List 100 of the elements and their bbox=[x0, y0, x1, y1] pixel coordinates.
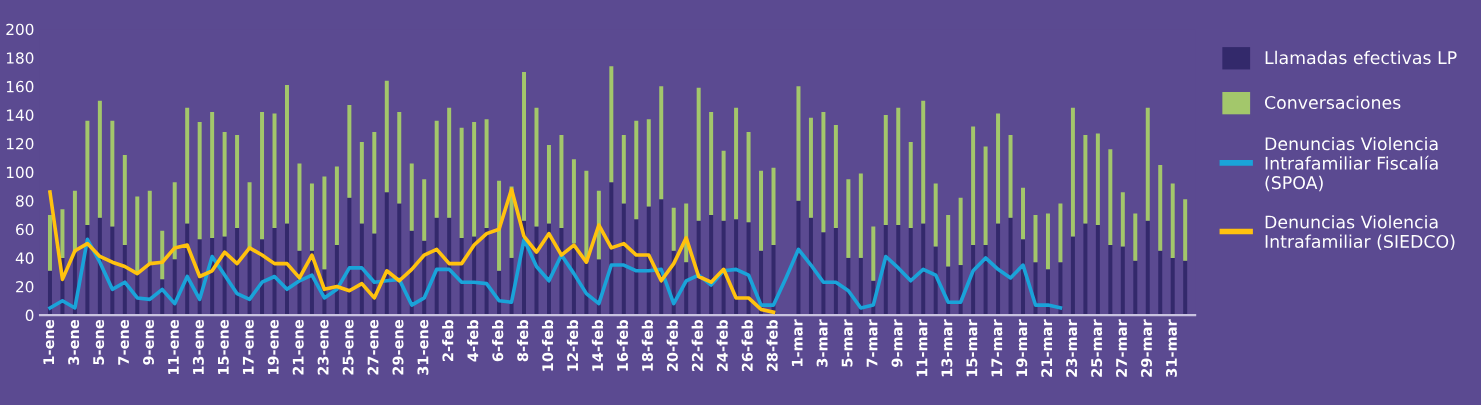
bar bbox=[522, 72, 527, 221]
bar bbox=[359, 142, 364, 224]
bar bbox=[621, 134, 626, 204]
bar bbox=[646, 206, 651, 316]
bar bbox=[147, 190, 152, 264]
bar bbox=[696, 87, 701, 221]
bar bbox=[1033, 215, 1038, 263]
bar bbox=[172, 182, 177, 260]
y-tick-label: 180 bbox=[6, 52, 34, 64]
line-series bbox=[48, 237, 1063, 310]
y-tick-label: 120 bbox=[6, 138, 34, 150]
bar bbox=[1045, 213, 1050, 270]
bar bbox=[746, 132, 751, 223]
bar bbox=[1133, 213, 1138, 261]
x-tick-label: 29-mar bbox=[1140, 319, 1152, 377]
x-tick-label: 13-mar bbox=[941, 319, 953, 377]
bar bbox=[534, 107, 539, 227]
bar bbox=[1058, 262, 1063, 316]
x-tick-label: 10-feb bbox=[541, 319, 554, 371]
bar bbox=[808, 117, 813, 218]
legend-label: Conversaciones bbox=[1264, 95, 1401, 110]
bar bbox=[634, 120, 639, 220]
bar bbox=[921, 100, 926, 224]
bar bbox=[659, 86, 664, 200]
x-tick-label: 21-ene bbox=[292, 319, 304, 375]
bar bbox=[821, 232, 826, 316]
x-tick-label: 3-ene bbox=[68, 319, 80, 365]
bar bbox=[709, 112, 714, 216]
bar bbox=[671, 207, 676, 251]
x-tick-label: 7-ene bbox=[118, 319, 130, 365]
bar bbox=[434, 120, 439, 218]
bar bbox=[235, 134, 240, 228]
bar bbox=[135, 196, 140, 273]
bar bbox=[347, 104, 352, 198]
x-tick-label: 23-mar bbox=[1066, 319, 1078, 377]
bar bbox=[384, 192, 389, 316]
bar bbox=[559, 134, 564, 228]
x-tick-label: 17-mar bbox=[991, 319, 1003, 377]
bar bbox=[796, 200, 801, 316]
line-series bbox=[48, 187, 776, 315]
bar bbox=[709, 215, 714, 316]
bar bbox=[609, 66, 614, 183]
bar bbox=[60, 209, 65, 258]
bar bbox=[808, 217, 813, 316]
x-tick-label: 14-feb bbox=[591, 319, 604, 371]
bar bbox=[160, 230, 165, 280]
x-tick-label: 15-mar bbox=[966, 319, 978, 377]
x-tick-label: 19-mar bbox=[1016, 319, 1028, 377]
bar bbox=[883, 114, 888, 226]
bar bbox=[397, 203, 402, 316]
x-tick-label: 31-ene bbox=[417, 319, 429, 375]
bar bbox=[621, 203, 626, 316]
bar bbox=[422, 179, 427, 241]
bar bbox=[222, 132, 227, 237]
bar bbox=[646, 119, 651, 207]
x-tick-label: 28-feb bbox=[766, 319, 778, 372]
bar bbox=[210, 112, 215, 238]
bar bbox=[1183, 199, 1188, 261]
x-tick-label: 7-mar bbox=[866, 319, 878, 367]
bar bbox=[996, 223, 1001, 316]
bar bbox=[933, 183, 938, 247]
bar bbox=[821, 112, 826, 233]
bar bbox=[858, 173, 863, 258]
x-tick-label: 23-ene bbox=[317, 319, 329, 375]
bar bbox=[696, 220, 701, 316]
bar bbox=[1070, 107, 1075, 237]
x-tick-label: 27-ene bbox=[367, 319, 379, 375]
bar bbox=[721, 150, 726, 221]
bar bbox=[1083, 134, 1088, 224]
y-tick-label: 100 bbox=[6, 166, 34, 179]
bar bbox=[247, 182, 252, 250]
y-tick-label: 160 bbox=[6, 80, 34, 93]
bar bbox=[634, 219, 639, 316]
bar bbox=[983, 146, 988, 246]
x-tick-label: 25-ene bbox=[342, 319, 354, 375]
bar bbox=[272, 227, 277, 316]
bar bbox=[1095, 225, 1100, 316]
bar bbox=[1170, 183, 1175, 258]
bar bbox=[1045, 269, 1050, 316]
bar bbox=[297, 163, 302, 251]
x-tick-label: 21-mar bbox=[1041, 319, 1053, 377]
y-tick-label: 60 bbox=[16, 223, 34, 236]
bar bbox=[1083, 223, 1088, 316]
bar bbox=[833, 124, 838, 228]
bar bbox=[958, 197, 963, 266]
legend-label: Llamadas efectivas LP bbox=[1265, 50, 1457, 65]
bar bbox=[734, 107, 739, 220]
bar bbox=[1158, 164, 1163, 251]
bar bbox=[1145, 220, 1150, 316]
x-tick-label: 13-ene bbox=[192, 319, 204, 375]
y-tick-label: 80 bbox=[16, 195, 34, 207]
bar bbox=[260, 112, 265, 240]
bar bbox=[447, 217, 452, 316]
x-tick-label: 16-feb bbox=[616, 319, 629, 371]
x-tick-label: 22-feb bbox=[691, 319, 703, 372]
x-tick-label: 26-feb bbox=[741, 319, 753, 372]
legend-label: Denuncias Violencia Intrafamiliar (SIEDCO) bbox=[1265, 215, 1455, 251]
bar bbox=[1120, 246, 1125, 316]
x-tick-label: 15-ene bbox=[218, 319, 229, 375]
x-tick-label: 5-ene bbox=[93, 319, 105, 365]
